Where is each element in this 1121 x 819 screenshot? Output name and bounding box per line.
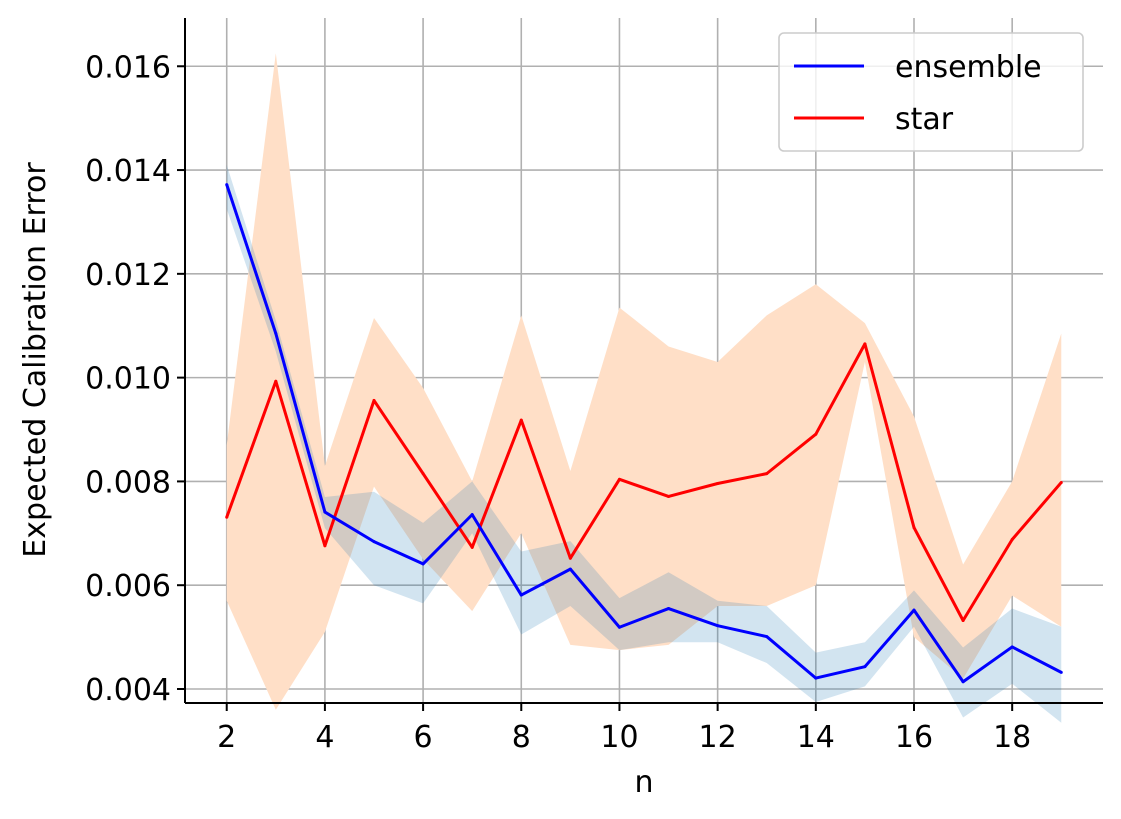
data-point-ensemble: [323, 510, 327, 514]
data-point-ensemble: [470, 513, 474, 517]
x-tick-label: 16: [895, 720, 933, 755]
band-star: [226, 53, 1062, 710]
data-point-star: [912, 526, 916, 530]
data-point-ensemble: [274, 332, 278, 336]
data-point-ensemble: [568, 567, 572, 571]
data-point-ensemble: [519, 593, 523, 597]
data-point-ensemble: [1059, 670, 1063, 674]
y-tick-label: 0.004: [85, 673, 171, 708]
data-point-star: [1010, 538, 1014, 542]
data-point-star: [667, 494, 671, 498]
axes: [177, 18, 1103, 711]
x-tick-label: 2: [217, 720, 236, 755]
data-point-ensemble: [912, 608, 916, 612]
data-point-ensemble: [814, 676, 818, 680]
data-point-ensemble: [863, 665, 867, 669]
legend-frame: [778, 32, 1084, 152]
data-point-star: [470, 545, 474, 549]
x-axis-label: n: [634, 765, 653, 800]
x-tick-label: 8: [512, 720, 531, 755]
x-tick-label: 12: [699, 720, 737, 755]
x-tick-label: 18: [993, 720, 1031, 755]
y-tick-label: 0.012: [85, 258, 171, 293]
x-tick-label: 4: [315, 720, 334, 755]
data-point-star: [814, 432, 818, 436]
x-tick-label: 6: [414, 720, 433, 755]
y-tick-label: 0.016: [85, 50, 171, 85]
tick-labels: 2 4 6 8 10 12 14 16 18 0.004 0.006 0.008 0.010 0.012 0…: [85, 50, 1031, 755]
y-tick-label: 0.008: [85, 465, 171, 500]
data-point-star: [519, 418, 523, 422]
data-point-star: [617, 477, 621, 481]
data-point-ensemble: [765, 635, 769, 639]
data-point-star: [1059, 480, 1063, 484]
series-lines: [225, 183, 1063, 684]
legend-label-ensemble: ensemble: [895, 50, 1042, 85]
data-point-ensemble: [421, 562, 425, 566]
data-point-star: [716, 481, 720, 485]
data-point-ensemble: [617, 625, 621, 629]
data-point-ensemble: [372, 540, 376, 544]
data-point-star: [372, 398, 376, 402]
y-tick-label: 0.010: [85, 362, 171, 397]
x-tick-label: 14: [797, 720, 835, 755]
data-point-star: [274, 379, 278, 383]
data-point-star: [961, 618, 965, 622]
series-line-ensemble: [225, 184, 1062, 684]
legend: ensemble star: [778, 32, 1084, 152]
data-point-star: [225, 515, 229, 519]
band-ensemble: [226, 164, 1062, 723]
y-tick-label: 0.006: [85, 569, 171, 604]
data-point-star: [765, 472, 769, 476]
series-line-star: [225, 342, 1063, 622]
data-point-star: [863, 342, 867, 346]
data-point-star: [568, 556, 572, 560]
data-point-ensemble: [1010, 645, 1014, 649]
data-point-star: [421, 472, 425, 476]
y-axis-label: Expected Calibration Error: [18, 162, 53, 558]
x-tick-label: 10: [600, 720, 638, 755]
y-tick-label: 0.014: [85, 154, 171, 189]
data-point-star: [323, 544, 327, 548]
data-point-ensemble: [667, 607, 671, 611]
data-point-ensemble: [716, 624, 720, 628]
confidence-bands: [226, 53, 1062, 723]
data-point-ensemble: [961, 680, 965, 684]
data-point-ensemble: [225, 183, 229, 187]
legend-label-star: star: [895, 102, 954, 137]
